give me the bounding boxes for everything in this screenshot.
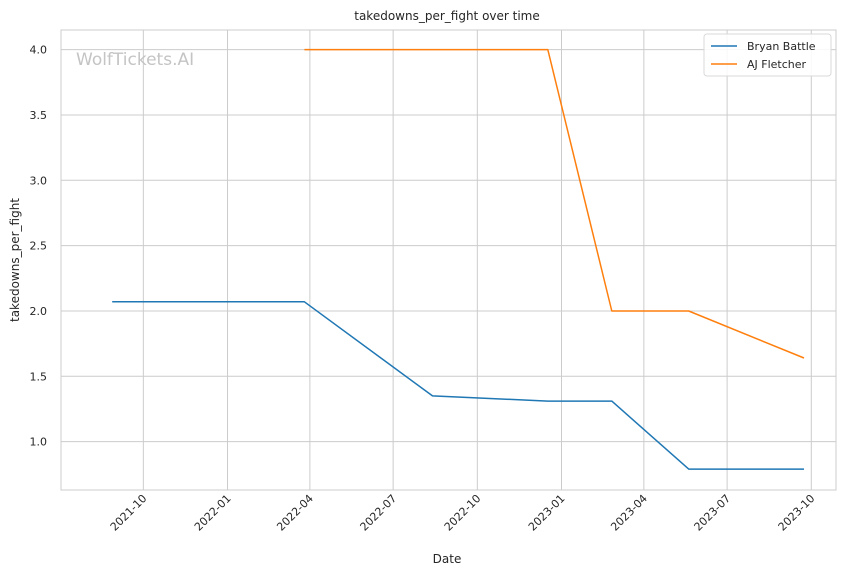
x-tick-label: 2022-04 — [274, 492, 316, 534]
y-tick-label: 3.5 — [30, 109, 48, 122]
x-axis: 2021-10 2022-01 2022-04 2022-07 2022-10 2023-… — [108, 492, 818, 534]
x-tick-label: 2023-04 — [608, 492, 650, 534]
y-tick-label: 3.0 — [30, 174, 48, 187]
x-tick-label: 2023-07 — [692, 492, 734, 534]
series-layer — [112, 48, 805, 470]
x-tick-label: 2023-10 — [776, 492, 818, 534]
y-tick-label: 1.0 — [30, 436, 48, 449]
y-tick-label: 1.5 — [30, 370, 48, 383]
chart-title: takedowns_per_fight over time — [354, 9, 540, 23]
x-tick-label: 2022-10 — [442, 492, 484, 534]
x-axis-label: Date — [433, 552, 462, 566]
y-tick-label: 2.0 — [30, 305, 48, 318]
x-tick-label: 2023-01 — [526, 492, 568, 534]
x-tick-label: 2022-07 — [358, 492, 400, 534]
y-tick-label: 4.0 — [30, 44, 48, 57]
y-tick-label: 2.5 — [30, 240, 48, 253]
watermark: WolfTickets.AI — [76, 50, 194, 70]
x-tick-label: 2021-10 — [108, 492, 150, 534]
legend: Bryan Battle AJ Fletcher — [703, 33, 832, 77]
y-axis-label: takedowns_per_fight — [8, 198, 22, 322]
legend-entry: Bryan Battle — [747, 40, 816, 53]
y-axis: 1.0 1.5 2.0 2.5 3.0 3.5 4.0 — [30, 44, 48, 449]
plot-frame — [60, 29, 837, 491]
plot-area: WolfTickets.AI — [60, 29, 837, 491]
series-line-1 — [304, 48, 805, 359]
legend-box — [703, 33, 832, 77]
x-tick-label: 2022-01 — [192, 492, 234, 534]
series-line-0 — [112, 301, 804, 470]
legend-entry: AJ Fletcher — [747, 58, 807, 71]
plot-background — [61, 30, 836, 490]
